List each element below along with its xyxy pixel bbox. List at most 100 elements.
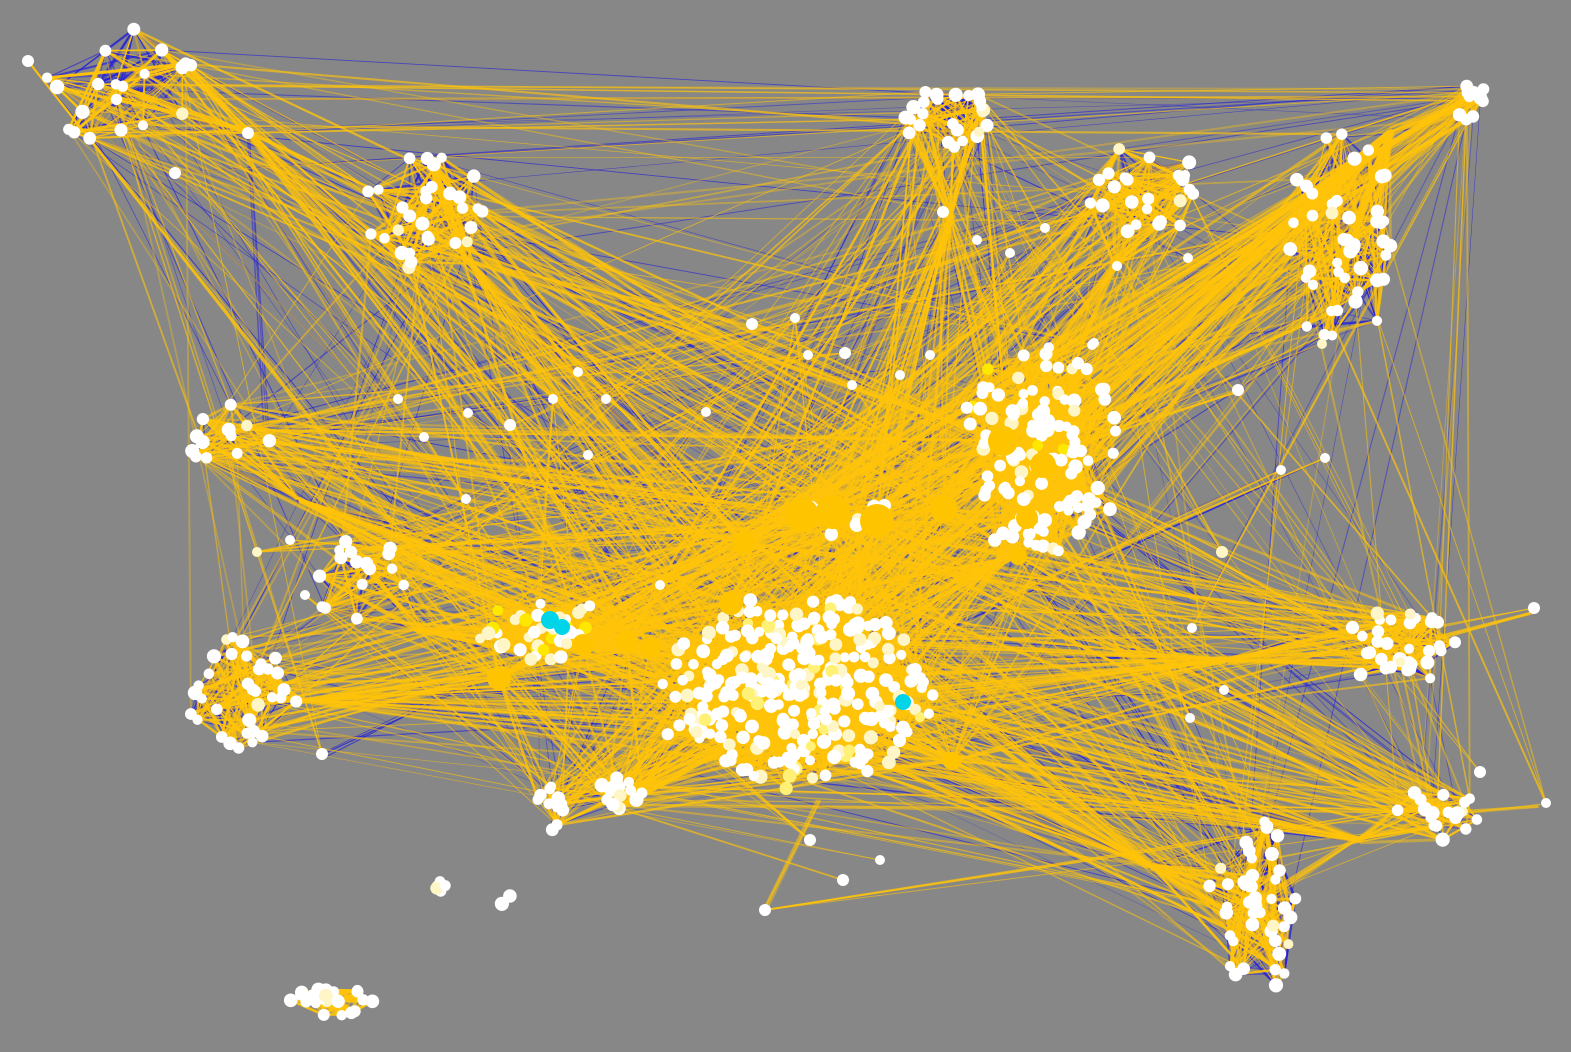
graph-node[interactable] xyxy=(1027,385,1038,396)
graph-node[interactable] xyxy=(957,135,968,147)
graph-node[interactable] xyxy=(897,633,911,646)
graph-node[interactable] xyxy=(1248,891,1262,905)
graph-node[interactable] xyxy=(1219,685,1229,695)
graph-node[interactable] xyxy=(1107,410,1121,425)
graph-node[interactable] xyxy=(655,580,665,590)
graph-node[interactable] xyxy=(808,611,821,624)
graph-node[interactable] xyxy=(1095,198,1110,213)
graph-node[interactable] xyxy=(805,755,815,766)
graph-node[interactable] xyxy=(1014,465,1029,479)
graph-node[interactable] xyxy=(1120,224,1135,239)
graph-node[interactable] xyxy=(336,1010,347,1021)
graph-node[interactable] xyxy=(670,658,683,670)
graph-node[interactable] xyxy=(1030,452,1056,478)
graph-node[interactable] xyxy=(1141,203,1153,215)
graph-node[interactable] xyxy=(886,745,901,759)
graph-node[interactable] xyxy=(783,755,796,769)
graph-node[interactable] xyxy=(1404,643,1415,654)
graph-node[interactable] xyxy=(690,726,703,739)
graph-node[interactable] xyxy=(1428,820,1440,832)
graph-node[interactable] xyxy=(1063,505,1074,516)
graph-node[interactable] xyxy=(519,613,533,627)
graph-node[interactable] xyxy=(1370,204,1385,219)
graph-node[interactable] xyxy=(295,989,307,1001)
graph-node[interactable] xyxy=(1059,394,1071,405)
graph-node[interactable] xyxy=(860,504,894,538)
graph-node[interactable] xyxy=(262,434,277,448)
graph-node[interactable] xyxy=(909,703,921,716)
graph-node[interactable] xyxy=(155,43,169,57)
graph-node[interactable] xyxy=(290,695,303,708)
graph-node[interactable] xyxy=(1266,893,1277,905)
graph-node[interactable] xyxy=(985,411,999,425)
graph-node[interactable] xyxy=(583,450,593,460)
graph-node[interactable] xyxy=(1036,404,1051,419)
graph-node[interactable] xyxy=(285,535,295,545)
graph-node[interactable] xyxy=(795,679,807,691)
graph-node[interactable] xyxy=(1283,939,1294,950)
graph-node[interactable] xyxy=(348,1005,361,1018)
graph-node[interactable] xyxy=(982,363,994,376)
graph-node[interactable] xyxy=(1091,497,1102,508)
graph-node[interactable] xyxy=(532,794,544,805)
graph-node[interactable] xyxy=(860,712,874,726)
graph-node[interactable] xyxy=(800,634,815,649)
graph-node[interactable] xyxy=(531,608,545,622)
graph-node[interactable] xyxy=(1130,219,1142,230)
graph-node[interactable] xyxy=(746,318,758,330)
graph-node[interactable] xyxy=(241,727,253,739)
graph-node[interactable] xyxy=(859,651,871,663)
graph-node[interactable] xyxy=(196,413,209,426)
graph-node[interactable] xyxy=(1437,788,1450,801)
graph-node[interactable] xyxy=(176,107,189,120)
graph-node[interactable] xyxy=(853,668,868,683)
graph-node[interactable] xyxy=(1110,425,1121,437)
graph-node[interactable] xyxy=(779,781,793,796)
graph-node[interactable] xyxy=(439,880,451,892)
graph-node[interactable] xyxy=(1067,393,1082,408)
graph-node[interactable] xyxy=(456,202,469,214)
graph-node[interactable] xyxy=(1404,608,1416,620)
graph-node[interactable] xyxy=(463,408,473,418)
graph-node[interactable] xyxy=(1370,214,1384,229)
graph-node[interactable] xyxy=(833,597,847,612)
graph-node[interactable] xyxy=(554,650,568,664)
graph-node[interactable] xyxy=(983,480,995,492)
graph-node[interactable] xyxy=(1307,279,1319,290)
graph-node[interactable] xyxy=(1057,443,1069,455)
graph-node[interactable] xyxy=(895,370,905,380)
graph-node[interactable] xyxy=(475,633,486,644)
graph-node[interactable] xyxy=(1290,172,1304,187)
graph-node[interactable] xyxy=(1289,892,1302,905)
graph-node[interactable] xyxy=(825,629,837,641)
graph-node[interactable] xyxy=(139,68,150,79)
graph-node[interactable] xyxy=(732,531,756,555)
graph-node[interactable] xyxy=(807,595,820,608)
graph-node[interactable] xyxy=(1435,645,1447,657)
graph-node[interactable] xyxy=(1278,921,1290,933)
graph-node[interactable] xyxy=(819,706,830,717)
graph-node[interactable] xyxy=(251,698,265,712)
graph-node[interactable] xyxy=(392,224,404,236)
graph-node[interactable] xyxy=(1187,623,1197,633)
graph-node[interactable] xyxy=(908,663,922,677)
graph-node[interactable] xyxy=(994,459,1006,472)
graph-node[interactable] xyxy=(487,666,511,690)
graph-node[interactable] xyxy=(917,96,930,109)
graph-node[interactable] xyxy=(847,380,857,390)
graph-node[interactable] xyxy=(1072,502,1084,513)
graph-node[interactable] xyxy=(75,104,90,119)
graph-node[interactable] xyxy=(436,152,447,163)
graph-node[interactable] xyxy=(1070,490,1084,503)
graph-node[interactable] xyxy=(702,666,713,677)
graph-node[interactable] xyxy=(334,545,345,556)
graph-node[interactable] xyxy=(524,652,538,666)
graph-node[interactable] xyxy=(1071,525,1086,540)
graph-node[interactable] xyxy=(927,689,939,701)
graph-node[interactable] xyxy=(1174,219,1186,232)
graph-node[interactable] xyxy=(902,126,916,140)
graph-node[interactable] xyxy=(715,621,730,635)
graph-node[interactable] xyxy=(461,236,473,248)
graph-node[interactable] xyxy=(789,607,804,621)
